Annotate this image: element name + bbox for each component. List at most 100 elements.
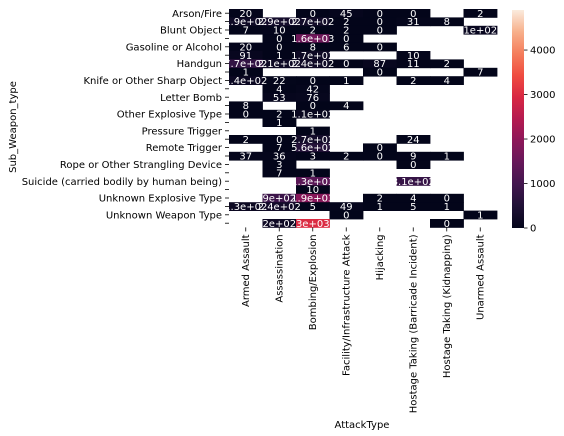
colorbar-tick-label: 1000 (530, 179, 555, 190)
heatmap-cell (229, 101, 263, 111)
cell-value-label: 7 (276, 168, 282, 179)
heatmap-cell (229, 42, 263, 52)
heatmap-cell (430, 219, 464, 228)
colorbar-tick-label: 2000 (530, 135, 555, 146)
heatmap-cell (262, 93, 297, 102)
cell-value-label: 8 (444, 17, 450, 28)
heatmap-cell (329, 17, 364, 27)
heatmap-cell (430, 193, 464, 203)
cell-value-label: 0 (377, 17, 383, 28)
cell-value-label: 4 (276, 84, 282, 95)
heatmap-cell (329, 25, 364, 35)
heatmap-cell (396, 17, 431, 27)
heatmap-cell (262, 160, 297, 169)
cell-value-label: 2 (343, 152, 349, 163)
heatmap-cell (463, 210, 498, 220)
cell-value-label: 8 (310, 42, 316, 53)
cell-value-label: 2 (444, 59, 450, 70)
heatmap-cell (229, 109, 263, 119)
heatmap-cell (363, 42, 397, 52)
heatmap-cell (396, 135, 431, 144)
cell-value-label: 0 (377, 152, 383, 163)
heatmap-cell (396, 59, 431, 69)
heatmap-cell (229, 59, 263, 69)
x-tick-label: Assassination (275, 234, 286, 302)
cell-value-label: 0 (276, 34, 282, 45)
cell-value-label: 0 (444, 219, 450, 230)
y-tick-label: Knife or Other Sharp Object (83, 76, 222, 87)
colorbar-tick-label: 4000 (530, 46, 555, 57)
cell-value-label: 2e+02 (262, 219, 296, 230)
cell-value-label: 11 (407, 59, 420, 70)
cell-value-label: 9e+02 (262, 194, 296, 205)
y-tick-label: Rope or Other Strangling Device (60, 160, 222, 171)
cell-value-label: 91 (239, 51, 252, 62)
heatmap-cell (296, 177, 330, 186)
heatmap-cell (262, 51, 297, 60)
heatmap-cell (229, 51, 263, 60)
heatmap-cell (363, 193, 397, 203)
heatmap-cell (296, 51, 330, 60)
cell-value-label: 3 (276, 160, 282, 171)
cell-value-label: 4 (343, 101, 349, 112)
cell-value-label: 76 (306, 93, 319, 104)
cell-value-label: 7 (276, 143, 282, 154)
cell-value-label: 0 (310, 9, 316, 20)
heatmap-cell (296, 84, 330, 94)
heatmap-cell (296, 93, 330, 102)
heatmap-cell (229, 151, 263, 161)
cell-value-label: 24 (407, 135, 420, 146)
heatmap-cell (296, 25, 330, 35)
cell-value-label: 0 (310, 76, 316, 87)
heatmap-cell (262, 59, 297, 69)
heatmap-cell (363, 151, 397, 161)
cell-value-label: 1 (310, 126, 316, 137)
cell-value-label: 4 (410, 194, 416, 205)
cell-value-label: 2.4e+02 (291, 59, 334, 70)
heatmap-cell (329, 101, 364, 111)
heatmap-cell (229, 17, 263, 27)
cell-value-label: 36 (273, 152, 286, 163)
heatmap-cell (363, 202, 397, 211)
heatmap-cell (296, 168, 330, 178)
cell-value-label: 0 (377, 9, 383, 20)
cell-value-label: 0 (310, 101, 316, 112)
cell-value-label: 0 (276, 135, 282, 146)
heatmap-cell (296, 135, 330, 144)
heatmap-cell (430, 59, 464, 69)
cell-value-label: 0 (377, 143, 383, 154)
colorbar-gradient (512, 10, 524, 228)
heatmap-cell (296, 202, 330, 211)
heatmap-cell (262, 151, 297, 161)
cell-value-label: 2 (343, 17, 349, 28)
cell-value-label: 1.6e+03 (291, 34, 334, 45)
cell-value-label: 1.9e+03 (291, 194, 334, 205)
cell-value-label: 2.7e+02 (291, 135, 334, 146)
cell-value-label: 2.4e+02 (258, 202, 301, 213)
colorbar: 0 1000 2000 3000 4000 (512, 10, 555, 235)
heatmap-cell (262, 17, 297, 27)
heatmap-cell (296, 42, 330, 52)
heatmap-cell (363, 143, 397, 153)
heatmap-cell (229, 25, 263, 35)
cell-value-label: 20 (239, 9, 252, 20)
cell-value-label: 1 (444, 202, 450, 213)
cell-value-label: 8.1e+02 (392, 177, 435, 188)
x-tick-label: Hostage Taking (Kidnapping) (442, 234, 453, 378)
cell-value-label: 1.3e+02 (224, 202, 267, 213)
cell-value-label: 1 (310, 168, 316, 179)
cell-value-label: 49 (340, 202, 353, 213)
heatmap-cell (396, 51, 431, 60)
cell-value-label: 0 (343, 210, 349, 221)
heatmap-cells (229, 9, 498, 228)
cell-value-label: 1.3e+03 (291, 177, 334, 188)
heatmap-cell (396, 151, 431, 161)
heatmap-cell (363, 59, 397, 69)
cell-value-label: 87 (373, 59, 386, 70)
cell-value-label: 1 (444, 152, 450, 163)
cell-value-label: 20 (239, 42, 252, 53)
y-tick-label: Blunt Object (160, 26, 222, 37)
colorbar-tick-label: 0 (530, 224, 536, 235)
heatmap-cell (396, 9, 431, 18)
